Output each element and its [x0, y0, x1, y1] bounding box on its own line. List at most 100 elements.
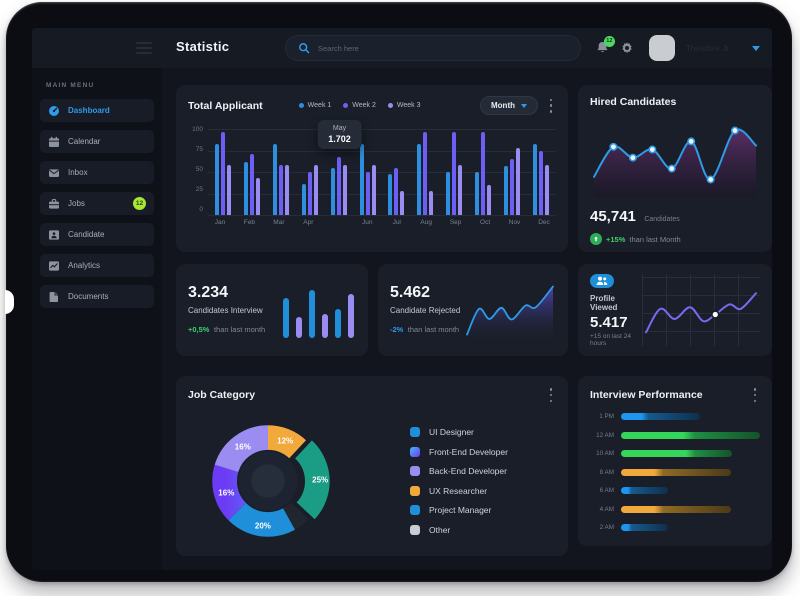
interview-mini-bar-chart — [281, 276, 356, 344]
bar — [272, 143, 277, 215]
profile-chevron-down-icon[interactable] — [752, 45, 760, 51]
sidebar-item-jobs[interactable]: Jobs 12 — [40, 192, 154, 215]
total-applicant-menu-button[interactable] — [546, 98, 556, 114]
performance-row-2am: 2 AM — [590, 524, 760, 531]
mini-bar — [283, 297, 289, 338]
topbar-actions: 12 Theodore Jr — [595, 28, 760, 68]
rejected-area-chart — [466, 285, 554, 343]
time-label: 8 AM — [599, 468, 614, 476]
donut-slice-label: 25% — [312, 475, 329, 485]
bar — [417, 143, 422, 215]
bar — [249, 153, 254, 215]
sidebar-item-documents[interactable]: Documents — [40, 285, 154, 308]
performance-bar — [621, 450, 733, 457]
search-input[interactable]: Search here — [285, 35, 581, 61]
bar — [330, 167, 335, 215]
candidates-interview-card: 3.234 Candidates Interview +0,5% than la… — [176, 264, 368, 356]
time-label: 4 AM — [599, 505, 614, 513]
bar — [446, 172, 451, 215]
job-category-menu-button[interactable] — [546, 387, 556, 403]
bar — [452, 132, 457, 215]
notification-badge: 12 — [603, 35, 615, 47]
legend-swatch — [410, 485, 420, 496]
bar — [475, 172, 480, 215]
bar-track — [621, 487, 760, 494]
bar — [221, 132, 225, 215]
bar-track — [621, 505, 760, 513]
bar — [423, 132, 428, 215]
x-axis-labels: Jan Feb Mar Apr Jun Jul Aug Sep Oct Nov Dec — [208, 215, 556, 226]
legend-label: Front-End Developer — [429, 446, 508, 457]
performance-row-6am: 6 AM — [590, 487, 760, 494]
bar-group-aug — [417, 129, 434, 215]
hired-candidates-card: Hired Candidates 45,741 Candidates +15% … — [578, 85, 772, 252]
sidebar-item-candidate[interactable]: Candidate — [40, 223, 154, 246]
bar-group-jun — [359, 129, 376, 215]
legend-item-week-2: Week 2 — [343, 102, 376, 109]
x-label: Jun — [362, 219, 373, 226]
time-label: 1 PM — [599, 413, 614, 420]
bar — [458, 165, 463, 215]
performance-row-8am: 8 AM — [590, 468, 760, 476]
bar-group-may — [330, 129, 347, 215]
sidebar-item-label: Inbox — [68, 168, 88, 177]
documents-icon — [48, 291, 60, 303]
interview-delta-suffix: than last month — [213, 324, 266, 334]
total-applicant-title: Total Applicant — [188, 99, 263, 112]
legend-item-ux-researcher: UX Researcher — [410, 485, 556, 496]
performance-bar — [621, 431, 760, 439]
bar-group-mar — [272, 129, 289, 215]
jobs-count-badge: 12 — [133, 197, 146, 210]
sidebar-item-inbox[interactable]: Inbox — [40, 161, 154, 184]
job-category-donut-chart: 12% 25% 20% 16% 16% — [188, 407, 364, 555]
bar-track — [621, 450, 760, 457]
jobs-icon — [48, 198, 60, 210]
dashboard-icon — [48, 105, 60, 117]
sidebar: MAIN MENU Dashboard Calendar Inbox Jobs 12 Ca… — [32, 68, 162, 570]
legend-item-project-manager: Project Manager — [410, 505, 556, 516]
period-dropdown[interactable]: Month — [480, 96, 538, 115]
job-category-card: Job Category 12% 25% 20% 16% 16% UI Designer… — [176, 376, 568, 556]
bar-track — [621, 413, 760, 420]
profile-value: 5.417 — [590, 313, 628, 331]
notifications-button[interactable]: 12 — [595, 35, 615, 57]
bar — [487, 184, 492, 215]
bar — [400, 190, 405, 215]
gear-icon[interactable] — [620, 41, 634, 55]
donut-slice-label: 20% — [254, 521, 271, 531]
bar-group-apr — [301, 129, 318, 215]
sidebar-item-calendar[interactable]: Calendar — [40, 130, 154, 153]
performance-bar — [621, 468, 731, 476]
tablet-frame: Statistic Search here 12 — [5, 2, 792, 582]
inbox-icon — [48, 167, 60, 179]
bar — [313, 165, 318, 215]
avatar[interactable] — [648, 35, 675, 61]
user-name: Theodore Jr — [685, 43, 729, 53]
bar — [371, 165, 376, 215]
sidebar-item-dashboard[interactable]: Dashboard — [40, 99, 154, 122]
bar — [307, 172, 312, 215]
bar-group-jul — [388, 129, 405, 215]
x-label: Dec — [538, 219, 550, 226]
page-title: Statistic — [176, 39, 230, 54]
time-label: 2 AM — [599, 524, 614, 531]
bar-group-sep — [446, 129, 463, 215]
profile-label: Profile Viewed — [590, 293, 618, 312]
legend-dot — [298, 103, 304, 108]
x-label — [329, 219, 347, 226]
donut-slice-label: 12% — [277, 436, 294, 446]
bar — [336, 156, 341, 215]
mini-bar — [335, 308, 341, 338]
bar — [359, 143, 364, 215]
sidebar-item-label: Analytics — [68, 261, 101, 270]
bar — [215, 143, 219, 215]
interview-performance-menu-button[interactable] — [750, 387, 760, 403]
topbar: Statistic Search here 12 — [32, 28, 772, 68]
hamburger-menu-icon[interactable] — [136, 42, 152, 54]
bar-group-jan — [215, 129, 231, 215]
bar-group-feb — [243, 129, 260, 215]
users-icon — [590, 273, 614, 288]
sidebar-item-analytics[interactable]: Analytics — [40, 254, 154, 277]
dashboard-screen: Statistic Search here 12 — [32, 28, 772, 570]
mini-bar — [322, 314, 328, 338]
